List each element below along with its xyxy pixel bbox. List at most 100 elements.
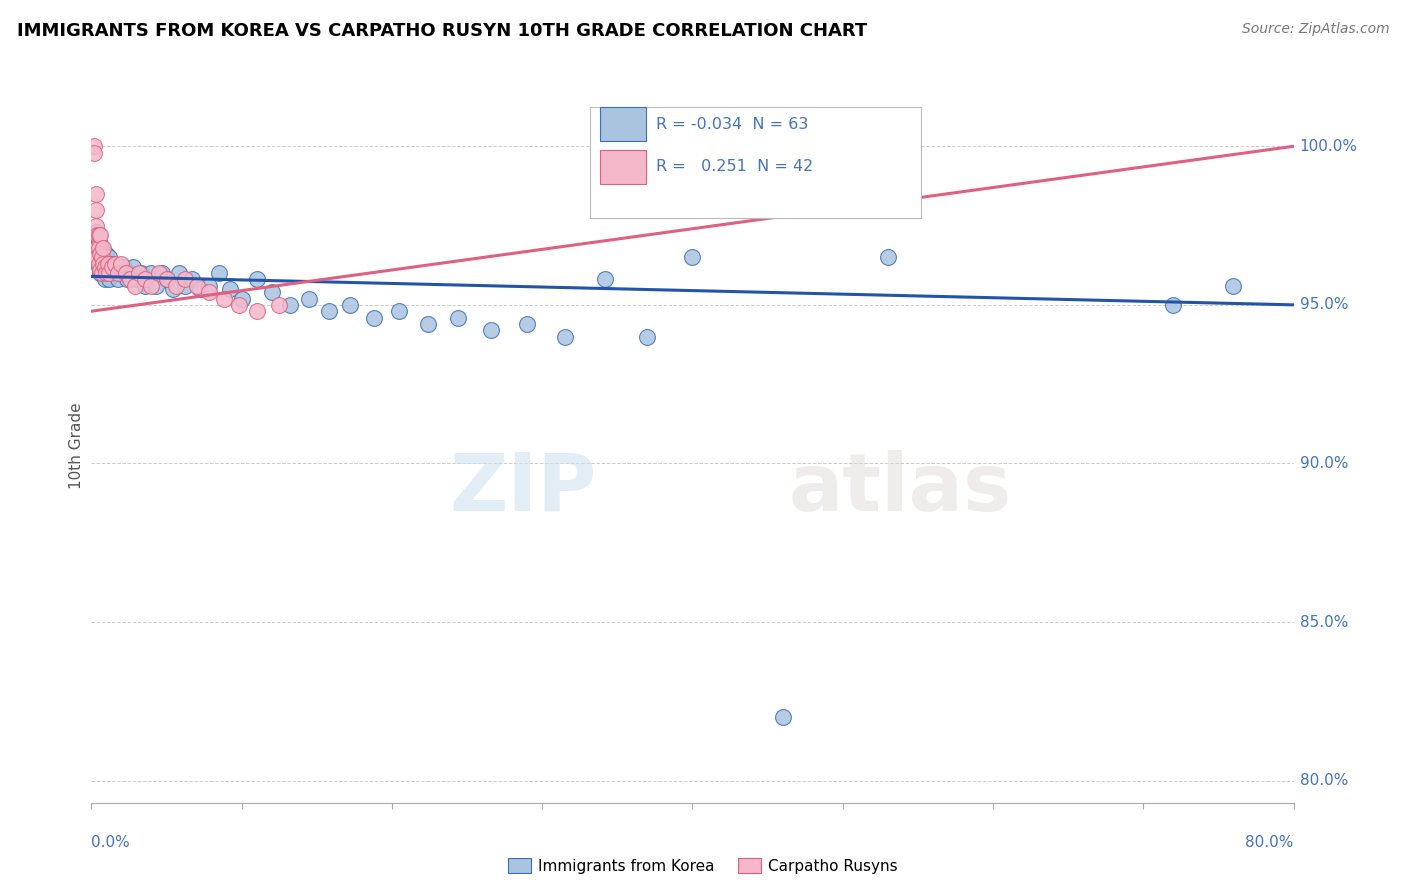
Point [246,272,269,286]
Text: 0.0%: 0.0% [91,836,131,850]
Point [134,272,156,286]
Point [96,266,118,280]
Point [90,257,112,271]
Y-axis label: 10th Grade: 10th Grade [69,402,84,490]
Point [681,250,703,264]
Legend: Immigrants from Korea, Carpatho Rusyns: Immigrants from Korea, Carpatho Rusyns [502,852,904,880]
Point [90,266,112,280]
Point [117,272,139,286]
Point [197,285,219,300]
Point [129,266,152,280]
Point [246,304,269,318]
Point [98,266,121,280]
Point [124,278,146,293]
Point [181,272,204,286]
Point [87,228,110,243]
Point [83,139,105,153]
Text: ZIP: ZIP [449,450,596,528]
Point [416,317,439,331]
Text: Source: ZipAtlas.com: Source: ZipAtlas.com [1241,22,1389,37]
Point [114,260,136,274]
Point [89,247,111,261]
Point [90,241,112,255]
Point [218,282,240,296]
Point [388,304,411,318]
Point [101,257,124,271]
Point [141,266,163,280]
Point [134,278,156,293]
Point [318,304,340,318]
Text: 80.0%: 80.0% [1246,836,1294,850]
Point [104,260,127,274]
Point [165,278,187,293]
Point [94,272,117,286]
Text: 100.0%: 100.0% [1299,139,1358,153]
Point [128,266,150,280]
Point [228,298,250,312]
Point [1222,278,1244,293]
Text: 85.0%: 85.0% [1299,615,1348,630]
Point [93,257,115,271]
Point [97,257,120,271]
Text: 80.0%: 80.0% [1299,773,1348,789]
Text: R = -0.034  N = 63: R = -0.034 N = 63 [657,117,808,132]
Point [84,202,107,217]
Point [110,257,132,271]
Point [636,329,658,343]
Point [231,292,253,306]
Point [1161,298,1184,312]
Point [104,257,127,271]
Point [90,250,112,264]
Point [87,235,110,249]
Point [197,278,219,293]
Point [212,292,235,306]
Point [260,285,283,300]
Point [89,228,111,243]
Point [155,272,177,286]
Point [110,266,132,280]
Point [94,250,117,264]
Point [188,282,211,296]
Point [278,298,301,312]
Point [84,186,107,201]
Point [554,329,576,343]
Point [167,266,190,280]
Point [96,266,118,280]
Point [98,250,121,264]
Point [97,257,120,271]
Point [479,323,502,337]
Point [107,272,129,286]
Point [86,241,108,255]
Point [84,225,107,239]
Point [122,260,145,274]
Point [103,266,125,280]
Point [87,257,110,271]
Point [186,278,208,293]
Point [87,241,110,255]
Point [772,710,794,724]
Point [100,266,122,280]
Point [94,260,117,274]
Point [363,310,385,325]
Text: IMMIGRANTS FROM KOREA VS CARPATHO RUSYN 10TH GRADE CORRELATION CHART: IMMIGRANTS FROM KOREA VS CARPATHO RUSYN … [17,22,868,40]
Point [89,266,111,280]
FancyBboxPatch shape [600,150,645,184]
Point [155,272,177,286]
Point [93,266,115,280]
Point [208,266,231,280]
Text: atlas: atlas [789,450,1012,528]
Point [83,145,105,160]
Point [89,263,111,277]
Point [87,260,110,274]
Point [173,278,195,293]
Point [93,250,115,264]
Point [107,266,129,280]
Point [876,250,898,264]
Point [162,282,184,296]
Point [269,298,291,312]
Point [84,219,107,233]
Point [96,247,118,261]
Point [125,272,148,286]
Point [86,241,108,255]
Point [145,278,167,293]
